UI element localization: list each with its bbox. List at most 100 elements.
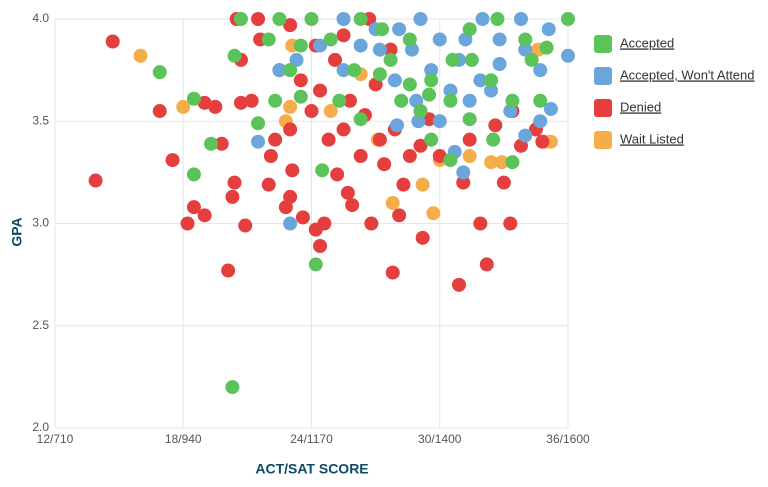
point [186, 91, 201, 106]
point [186, 167, 201, 182]
point [462, 112, 477, 127]
legend-swatch[interactable] [594, 35, 612, 53]
point [152, 104, 167, 119]
y-tick-label: 4.0 [32, 11, 49, 25]
y-tick-label: 2.0 [32, 420, 49, 434]
point [494, 155, 509, 170]
point [304, 104, 319, 119]
point [372, 42, 387, 57]
point [165, 153, 180, 168]
point [505, 93, 520, 108]
point [180, 216, 195, 231]
point [492, 56, 507, 71]
point [561, 48, 575, 63]
point [204, 136, 219, 151]
point [197, 208, 212, 223]
point [484, 155, 499, 170]
point [321, 132, 336, 147]
point [197, 95, 212, 110]
point [462, 149, 477, 164]
point [336, 12, 351, 26]
point [383, 42, 398, 57]
point [336, 28, 351, 43]
y-axis-title: GPA [9, 217, 25, 246]
point [402, 149, 417, 164]
point [387, 73, 402, 88]
point [332, 93, 347, 108]
point [293, 38, 308, 53]
point [475, 12, 490, 26]
point [503, 216, 518, 231]
point [456, 175, 471, 190]
point [513, 12, 528, 26]
point [541, 22, 556, 37]
point [221, 263, 236, 278]
point [375, 22, 390, 37]
point [353, 12, 368, 26]
y-tick-label: 2.5 [32, 318, 49, 332]
y-tick-label: 3.0 [32, 216, 49, 230]
point [283, 18, 298, 33]
point [451, 277, 466, 292]
point [225, 380, 240, 395]
point [372, 67, 387, 82]
point [372, 132, 387, 147]
legend-label[interactable]: Accepted, Won't Attend [620, 67, 755, 82]
point [283, 99, 298, 114]
point [272, 63, 287, 78]
point [396, 177, 411, 192]
point [492, 32, 507, 47]
point [261, 32, 276, 47]
point [328, 52, 343, 67]
point [484, 73, 499, 88]
point [413, 104, 428, 119]
point [377, 157, 392, 172]
point [315, 163, 330, 178]
point [317, 216, 332, 231]
x-axis-title: ACT/SAT SCORE [255, 461, 368, 477]
legend-label[interactable]: Accepted [620, 35, 674, 50]
point [345, 198, 360, 213]
point [105, 34, 120, 49]
point [479, 257, 494, 272]
point [214, 136, 229, 151]
point [443, 93, 458, 108]
legend-swatch[interactable] [594, 131, 612, 149]
point [518, 42, 533, 57]
point [392, 22, 407, 37]
point [464, 52, 479, 67]
point [133, 48, 148, 63]
legend-label[interactable]: Denied [620, 99, 661, 114]
point [383, 52, 398, 67]
legend-swatch[interactable] [594, 99, 612, 117]
point [533, 114, 548, 129]
point [285, 163, 300, 178]
point [353, 112, 368, 127]
point [272, 12, 287, 26]
point [233, 95, 248, 110]
legend-label[interactable]: Wait Listed [620, 131, 684, 146]
point [268, 132, 283, 147]
point [263, 149, 278, 164]
point [456, 165, 471, 180]
point [486, 132, 501, 147]
legend-swatch[interactable] [594, 67, 612, 85]
point [422, 87, 437, 102]
point [432, 149, 447, 164]
point [462, 93, 477, 108]
point [518, 32, 533, 47]
x-tick-label: 24/1170 [290, 432, 333, 446]
point [289, 52, 304, 67]
x-tick-label: 30/1400 [418, 432, 462, 446]
point [415, 230, 430, 245]
point [225, 189, 240, 204]
point [323, 32, 338, 47]
point [490, 12, 505, 26]
point [251, 134, 266, 149]
point [268, 93, 283, 108]
point [432, 32, 447, 47]
point [176, 99, 191, 114]
point [227, 175, 242, 190]
x-tick-label: 36/1600 [546, 432, 590, 446]
point [251, 116, 266, 131]
